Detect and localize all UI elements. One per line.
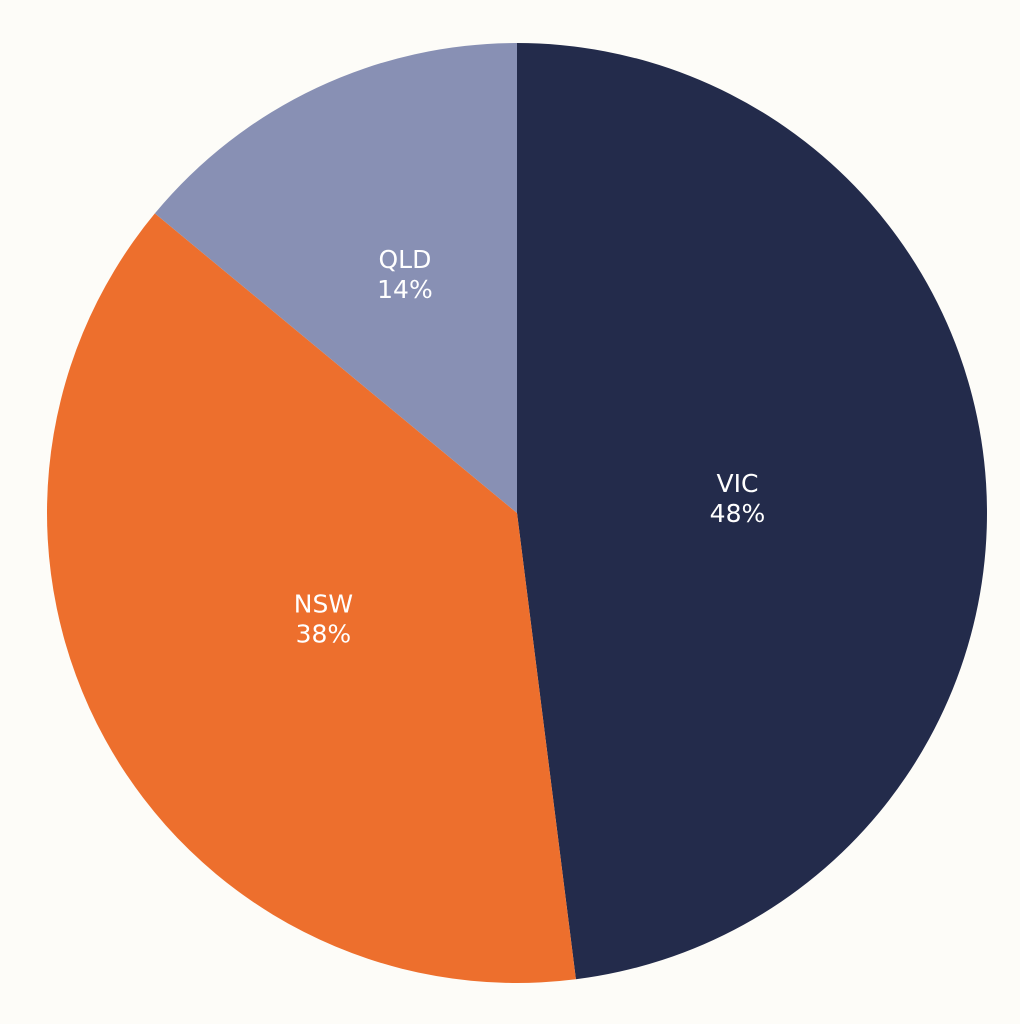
slice-label: QLD 14% xyxy=(377,245,433,304)
pie-slice xyxy=(154,43,518,513)
slice-value: 14% xyxy=(377,275,433,304)
pie-slice xyxy=(517,43,987,980)
pie-slice xyxy=(47,213,576,984)
slice-category: VIC xyxy=(716,469,758,498)
slice-label: VIC 48% xyxy=(710,469,766,528)
slice-label: NSW 38% xyxy=(294,589,353,648)
slice-value: 48% xyxy=(710,499,766,528)
slice-category: NSW xyxy=(294,589,353,618)
slice-category: QLD xyxy=(379,245,432,274)
slice-value: 38% xyxy=(296,619,352,648)
